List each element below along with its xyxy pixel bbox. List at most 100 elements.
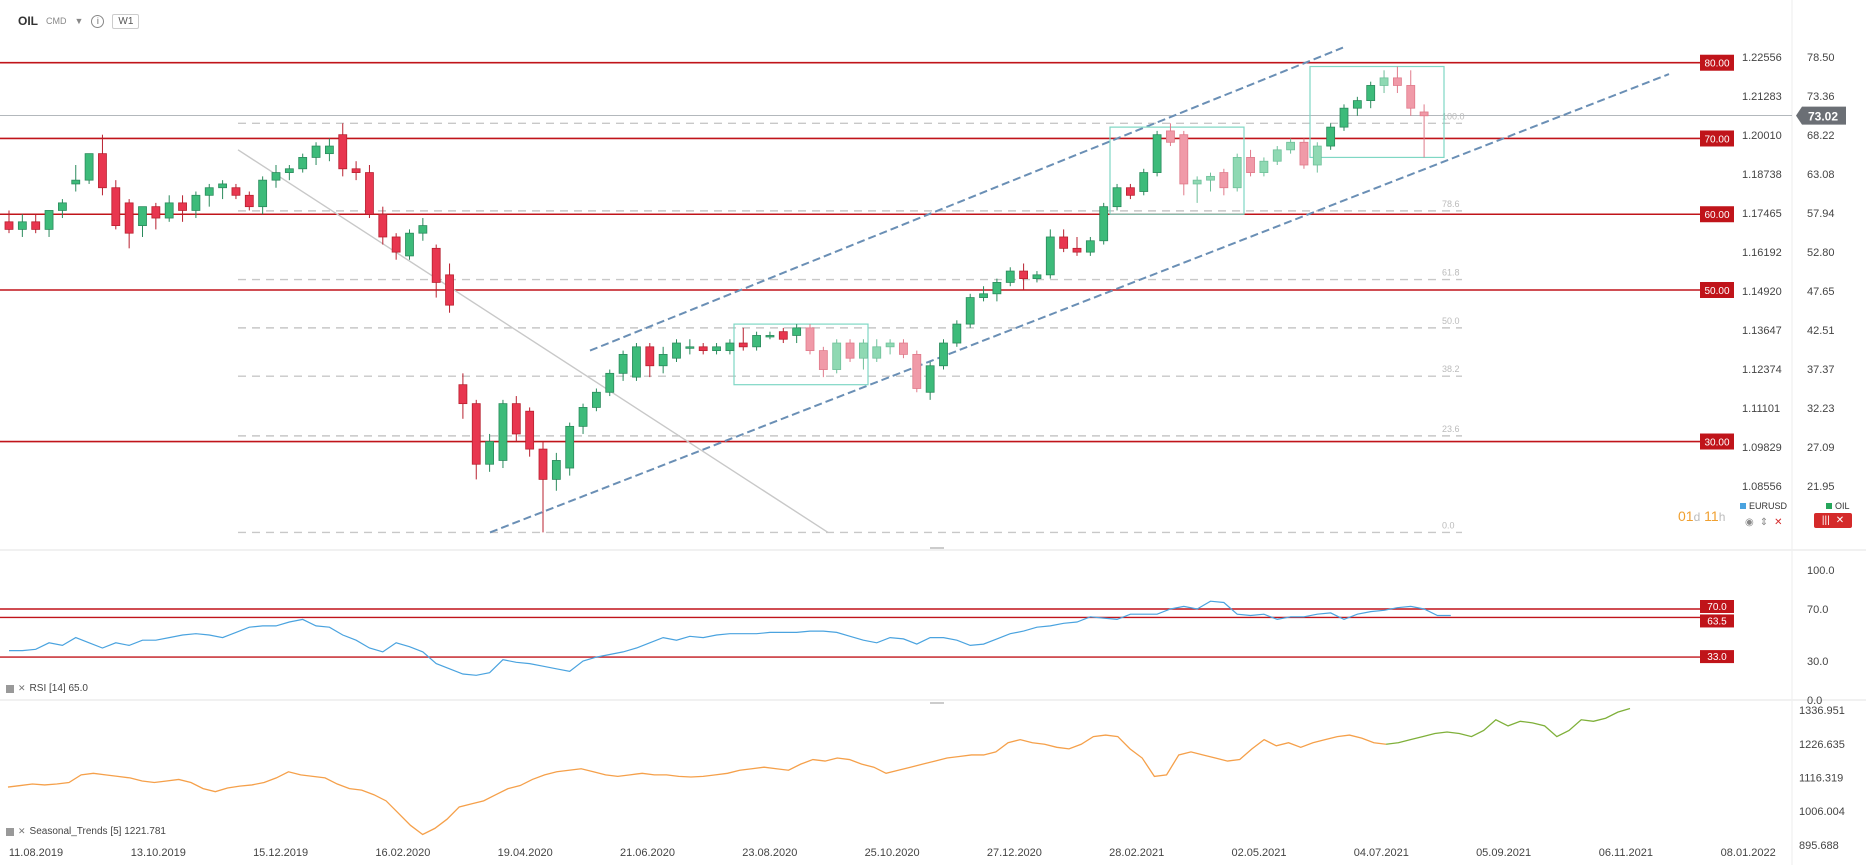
rsi-title: RSI [14] 65.0: [29, 683, 88, 694]
candle: [311, 142, 321, 165]
candle-body: [84, 153, 94, 181]
candle: [365, 165, 374, 219]
candle-body: [1393, 77, 1402, 86]
symbol-label[interactable]: OIL: [18, 14, 38, 28]
rsi-axis-tick: 30.0: [1807, 656, 1828, 668]
countdown-hours: 11: [1704, 508, 1719, 524]
current-price-badge: [1796, 106, 1846, 125]
candle: [204, 183, 214, 207]
candle-body: [965, 297, 975, 325]
consolidation-box: [1309, 65, 1445, 159]
candle-body: [1366, 85, 1376, 102]
remove-series-icon[interactable]: ✕: [1774, 517, 1783, 528]
candle: [1393, 66, 1402, 94]
x-axis-date: 27.12.2020: [987, 847, 1042, 859]
candle-body: [378, 213, 388, 238]
oil-axis-tick: 21.95: [1807, 481, 1835, 493]
close-icon[interactable]: ✕: [18, 826, 26, 836]
eurusd-axis-tick: 1.08556: [1742, 481, 1782, 493]
candle-body: [1379, 77, 1389, 86]
candle: [351, 161, 361, 181]
candle-body: [1272, 149, 1282, 162]
candle: [485, 433, 495, 472]
candle-body: [1085, 240, 1095, 253]
fib-label: 100.0: [1442, 111, 1465, 121]
candle-body: [992, 282, 1002, 295]
oil-axis-tick: 73.36: [1807, 91, 1835, 103]
eurusd-axis-tick: 1.14920: [1742, 286, 1782, 298]
timeframe-select[interactable]: W1: [112, 13, 140, 29]
candle: [1152, 130, 1162, 177]
candle-body: [1019, 270, 1028, 280]
candle: [98, 134, 107, 196]
candle-body: [44, 210, 54, 230]
level-badge: [1700, 433, 1734, 450]
candle-body: [979, 293, 988, 298]
oil-series-controls[interactable]: ||| ✕: [1814, 513, 1852, 528]
candle-body: [1259, 160, 1269, 173]
candle-body: [1099, 206, 1109, 242]
level-label: 30.00: [1704, 438, 1729, 449]
candles-icon[interactable]: |||: [1821, 515, 1830, 526]
eye-icon[interactable]: ◉: [1745, 517, 1754, 528]
candle: [565, 422, 575, 476]
candle-body: [458, 384, 468, 405]
candle-body: [298, 157, 308, 170]
candle-body: [1232, 157, 1242, 189]
candle: [378, 206, 388, 245]
close-icon[interactable]: ✕: [18, 683, 26, 693]
candle: [1272, 146, 1282, 165]
oil-axis-tick: 42.51: [1807, 325, 1835, 337]
candle: [1219, 168, 1229, 196]
candle-body: [1339, 107, 1349, 128]
candle-body: [204, 187, 214, 196]
candle: [1259, 157, 1269, 177]
candle: [765, 331, 775, 340]
candle: [71, 165, 81, 192]
candle: [498, 399, 508, 469]
candle: [1312, 142, 1322, 173]
candle-body: [1192, 179, 1202, 185]
info-icon[interactable]: i: [91, 14, 105, 28]
indicator-icon[interactable]: [6, 684, 14, 693]
candle-body: [471, 403, 481, 465]
indicator-icon[interactable]: [6, 827, 14, 836]
candle: [431, 244, 441, 298]
candle: [605, 369, 615, 397]
candle-body: [324, 145, 334, 155]
trend-line: [237, 149, 829, 534]
chevron-down-icon[interactable]: ▼: [74, 16, 84, 26]
candle: [111, 180, 121, 230]
oil-axis-tick: 57.94: [1807, 208, 1835, 220]
candle: [538, 441, 548, 533]
candle-body: [1059, 236, 1069, 249]
candle-body: [191, 194, 201, 211]
candle: [4, 210, 14, 234]
reorder-icon[interactable]: ⇕: [1759, 517, 1769, 528]
oil-axis-tick: 63.08: [1807, 169, 1835, 181]
x-axis-date: 08.01.2022: [1721, 847, 1776, 859]
seasonal-line-past: [7, 734, 1387, 836]
x-axis-date: 16.02.2020: [375, 847, 430, 859]
candle: [872, 339, 882, 362]
candle: [84, 153, 94, 184]
level-badge: [1700, 206, 1734, 223]
candle: [1112, 183, 1122, 211]
candle: [752, 331, 761, 351]
candle-body: [778, 331, 788, 340]
candle: [645, 343, 655, 378]
candle: [44, 210, 54, 237]
candle-body: [365, 172, 374, 215]
eurusd-axis-tick: 1.21283: [1742, 91, 1782, 103]
candle-body: [244, 194, 254, 208]
legend-oil[interactable]: OIL: [1826, 501, 1850, 511]
level-label: 50.00: [1704, 286, 1729, 297]
legend-eurusd[interactable]: EURUSD: [1740, 501, 1787, 511]
candle-body: [1219, 172, 1229, 189]
candle-body: [111, 187, 121, 227]
candle-body: [1419, 111, 1429, 117]
legend-oil-label: OIL: [1835, 501, 1850, 511]
remove-oil-icon[interactable]: ✕: [1835, 515, 1845, 526]
series-controls: ◉ ⇕ ✕: [1745, 517, 1783, 528]
